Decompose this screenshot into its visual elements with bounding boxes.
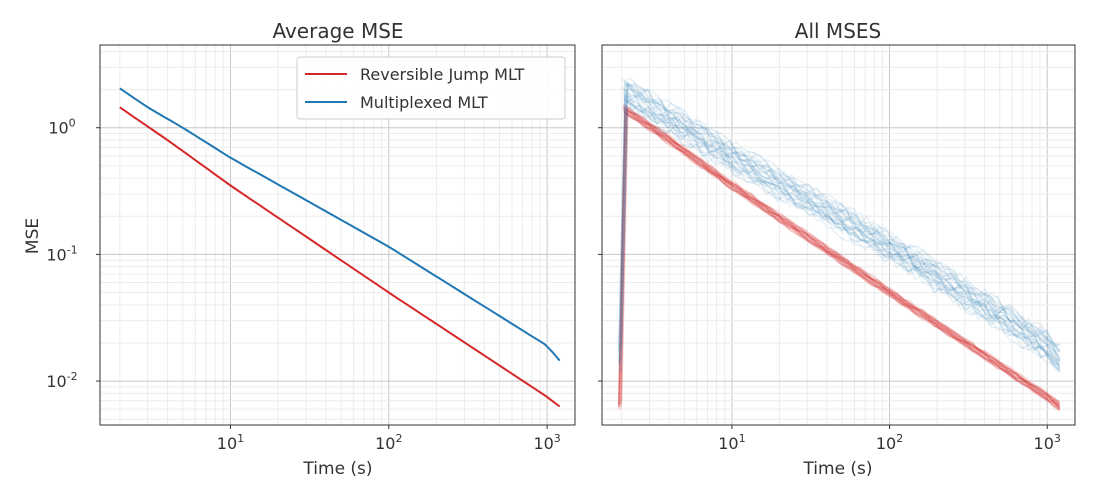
chart-title: All MSES (795, 19, 881, 43)
series-run-line (623, 80, 1060, 353)
y-tick-label: 10-2 (46, 370, 77, 391)
series-run-line (620, 82, 1060, 349)
series-run-line (622, 108, 1061, 409)
series-run-line (624, 107, 1061, 406)
x-tick-label: 101 (718, 432, 745, 453)
y-tick-label: 10-1 (46, 243, 77, 264)
series-run-line (623, 110, 1061, 412)
series-run-line (623, 105, 1061, 408)
series-run-line (618, 99, 1060, 373)
legend-label-multiplexed: Multiplexed MLT (360, 93, 488, 112)
legend-box (296, 56, 566, 120)
series-run-line (622, 87, 1061, 353)
legend: Reversible Jump MLT Multiplexed MLT (296, 56, 566, 120)
series-run-line (617, 82, 1061, 351)
y-tick-label: 100 (48, 117, 75, 138)
x-tick-label: 103 (533, 432, 560, 453)
series-line-1 (119, 87, 561, 362)
series-run-line (617, 109, 1061, 410)
x-tick-label: 103 (1034, 432, 1061, 453)
series-run-line (620, 86, 1060, 362)
legend-label-reversible-jump: Reversible Jump MLT (360, 65, 525, 84)
series-run-line (623, 95, 1061, 369)
series-run-line (624, 77, 1061, 352)
series-run-line (619, 88, 1061, 366)
series-run-line (621, 99, 1061, 372)
tick-labels: 101 102 103 (598, 127, 1061, 453)
series-lines (119, 87, 561, 408)
series-run-line (620, 79, 1061, 359)
series-run-line (619, 105, 1061, 405)
series-run-line (617, 104, 1061, 404)
series-run-line (622, 107, 1061, 408)
series-run-line (624, 110, 1061, 411)
series-run-line (618, 93, 1060, 371)
series-run-line (620, 81, 1061, 361)
series-line-0 (119, 106, 561, 408)
series-run-line (618, 108, 1061, 407)
y-axis-label: MSE (23, 218, 43, 254)
series-run-line (618, 94, 1060, 364)
series-run-line (622, 110, 1061, 410)
series-run-line (622, 85, 1061, 360)
plot-all-mses: All MSES Time (s) 101 102 103 (598, 19, 1076, 479)
x-axis-label: Time (s) (302, 459, 372, 479)
x-axis-label: Time (s) (802, 459, 872, 479)
series-run-line (621, 77, 1060, 349)
series-run-line (620, 112, 1061, 408)
series-run-line (623, 106, 1061, 406)
series-run-line (620, 104, 1061, 374)
series-lines (617, 77, 1061, 412)
plot-frame (601, 44, 1076, 426)
series-run-line (617, 92, 1061, 368)
plot-frame (99, 44, 576, 426)
series-run-line (618, 109, 1061, 409)
series-run-line (619, 98, 1061, 374)
series-run-line (622, 104, 1060, 406)
series-run-line (622, 105, 1061, 405)
series-run-line (622, 106, 1061, 404)
series-run-line (618, 83, 1061, 363)
x-tick-label: 101 (217, 432, 244, 453)
series-run-line (620, 104, 1061, 403)
tick-labels: 101 102 103 10-2 10-1 100 (46, 117, 560, 453)
series-run-line (617, 109, 1061, 410)
series-run-line (624, 88, 1061, 362)
x-tick-label: 102 (876, 432, 903, 453)
plot-average-mse: Average MSE Time (s) MSE 101 102 10310-210… (23, 19, 576, 479)
series-run-line (618, 111, 1061, 410)
series-run-line (623, 97, 1060, 361)
series-run-line (623, 80, 1061, 354)
chart-title: Average MSE (272, 19, 403, 43)
series-run-line (624, 83, 1060, 346)
grid (602, 45, 1075, 425)
series-run-line (617, 109, 1061, 412)
x-tick-label: 102 (375, 432, 402, 453)
series-run-line (622, 92, 1060, 366)
series-run-line (624, 94, 1061, 371)
series-run-line (623, 98, 1061, 370)
series-run-line (622, 111, 1061, 411)
series-run-line (620, 110, 1061, 406)
series-run-line (618, 106, 1061, 406)
series-run-line (621, 88, 1060, 362)
series-run-line (620, 113, 1060, 408)
series-run-line (621, 108, 1061, 409)
series-run-line (623, 103, 1061, 404)
series-run-line (619, 110, 1061, 408)
series-run-line (622, 88, 1061, 358)
series-run-line (619, 113, 1061, 411)
series-run-line (622, 98, 1061, 370)
series-run-line (618, 103, 1061, 405)
